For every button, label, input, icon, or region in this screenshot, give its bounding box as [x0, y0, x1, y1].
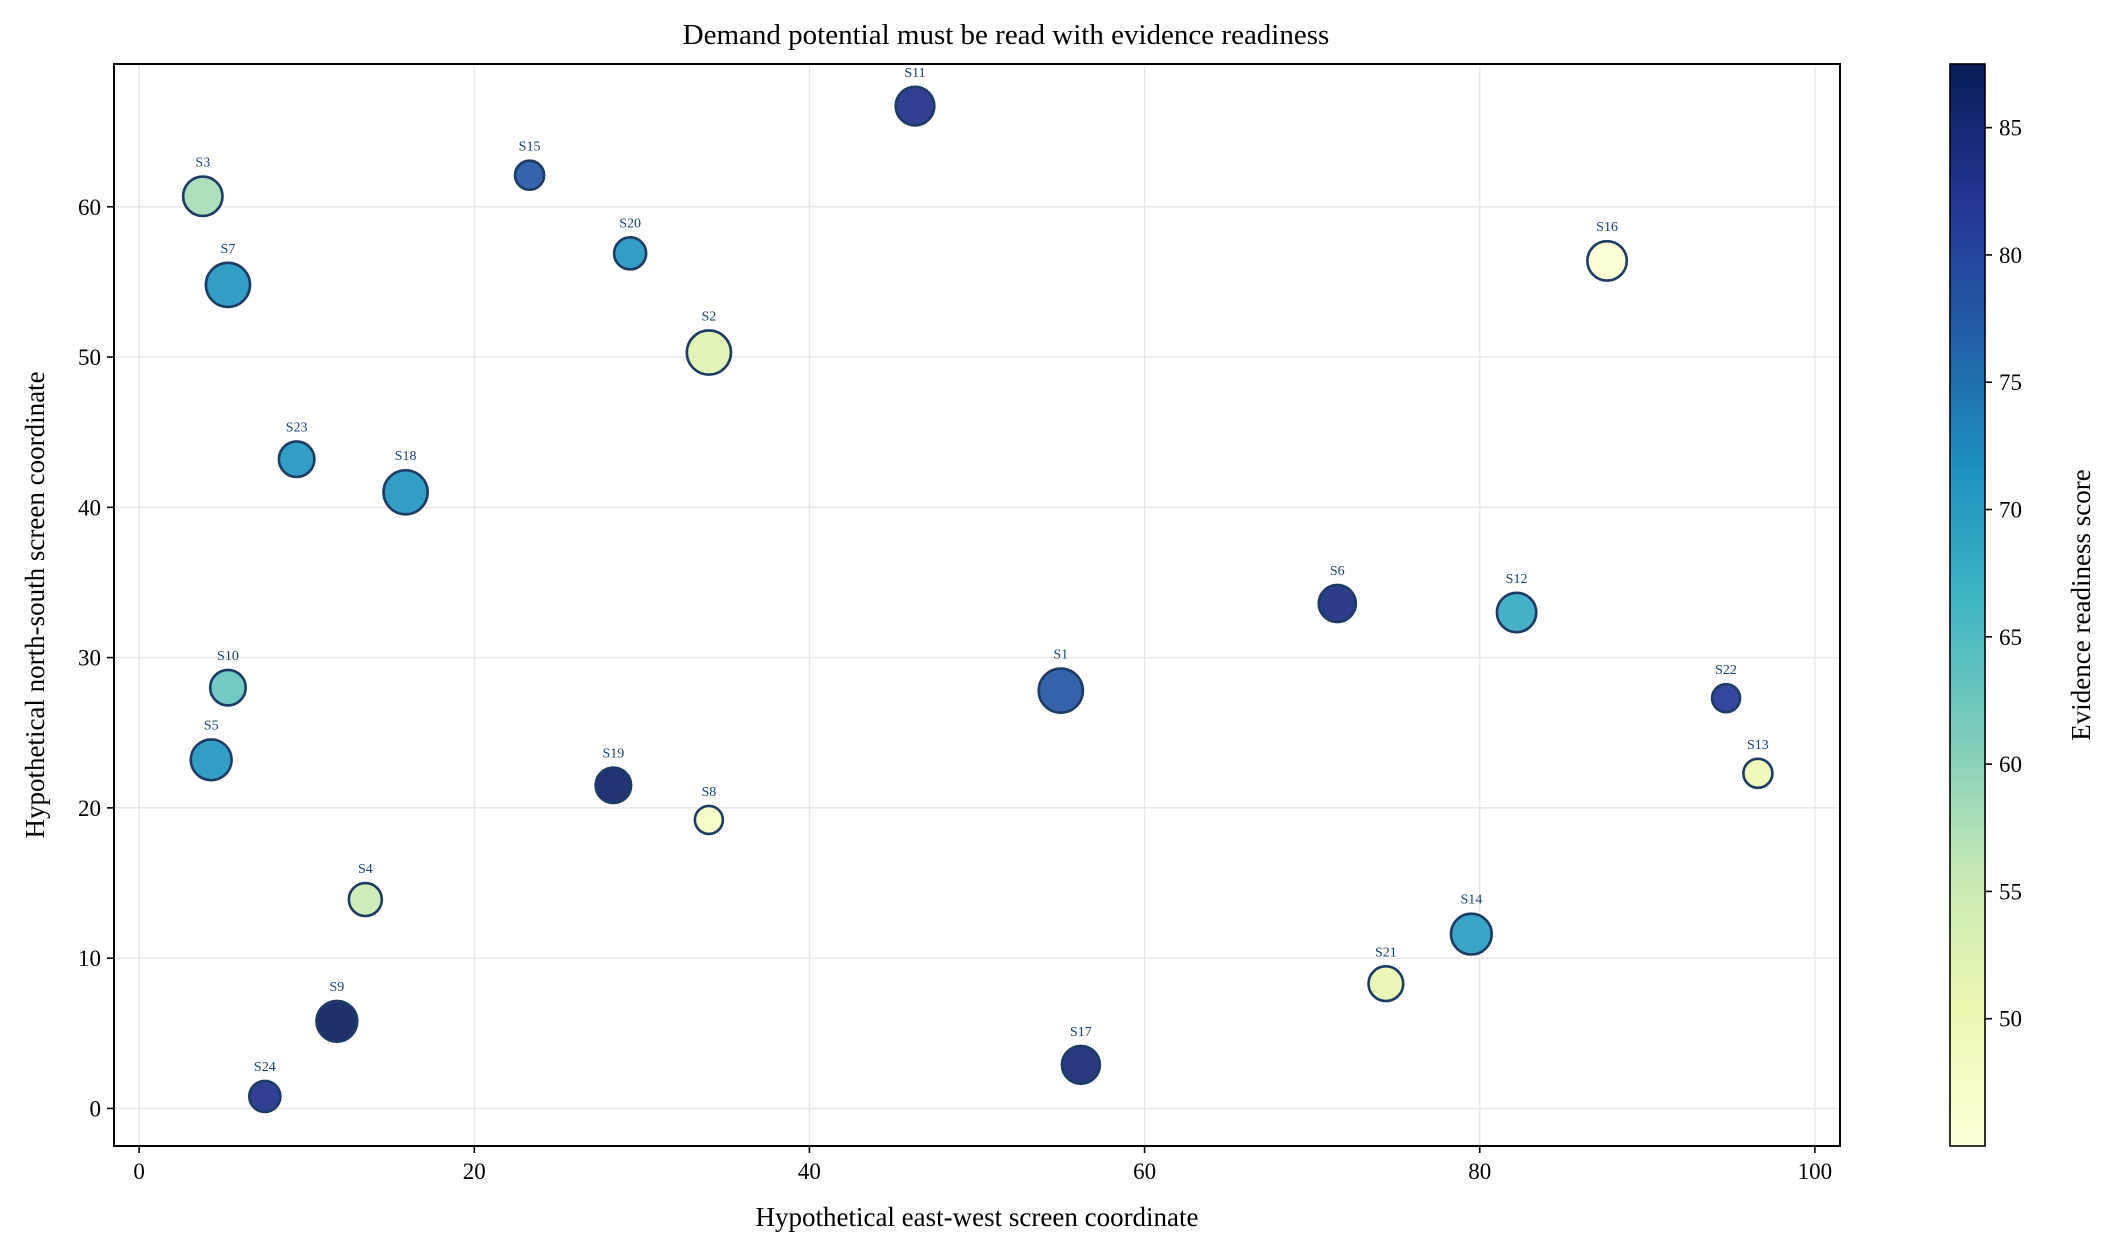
colorbar-tick-label: 75 [1999, 370, 2022, 395]
x-tick-label: 100 [1798, 1159, 1833, 1184]
point-label: S18 [395, 449, 417, 464]
point-label: S1 [1053, 648, 1068, 663]
y-tick-label: 50 [78, 345, 101, 370]
point-label: S11 [904, 66, 925, 81]
point-s1 [1037, 667, 1085, 715]
point-s20 [612, 236, 648, 271]
point-s5 [189, 738, 233, 782]
x-tick-label: 60 [1133, 1159, 1156, 1184]
point-label: S3 [195, 156, 210, 171]
point-label: S20 [619, 216, 641, 231]
point-s7 [204, 261, 252, 309]
point-s6 [1317, 583, 1358, 624]
point-s9 [315, 999, 359, 1043]
colorbar-tick-label: 65 [1999, 625, 2022, 650]
chart-title: Demand potential must be read with evide… [683, 19, 1330, 51]
point-s22 [1710, 682, 1742, 714]
colorbar-label: Evidence readiness score [2066, 469, 2096, 740]
point-s10 [208, 668, 248, 707]
plot-frame [113, 63, 1841, 1147]
point-s19 [594, 766, 633, 805]
point-s18 [382, 468, 429, 516]
point-s3 [181, 175, 224, 218]
colorbar-tick-label: 50 [1999, 1007, 2022, 1032]
point-label: S24 [254, 1060, 276, 1075]
point-s21 [1367, 965, 1405, 1003]
point-label: S12 [1506, 572, 1528, 587]
point-label: S5 [204, 718, 219, 733]
point-s4 [347, 881, 384, 918]
point-s23 [277, 440, 316, 479]
point-label: S22 [1715, 663, 1737, 678]
colorbar-tick-label: 80 [1999, 243, 2022, 268]
point-s15 [513, 159, 546, 192]
colorbar-tick-label: 60 [1999, 752, 2022, 777]
point-label: S15 [519, 140, 541, 155]
point-s24 [247, 1079, 282, 1114]
point-s14 [1449, 912, 1494, 956]
point-label: S17 [1070, 1025, 1092, 1040]
point-label: S14 [1460, 893, 1482, 908]
point-s17 [1060, 1044, 1102, 1086]
x-axis-label: Hypothetical east-west screen coordinate [755, 1202, 1198, 1232]
point-label: S10 [217, 649, 239, 664]
x-tick-label: 40 [798, 1159, 821, 1184]
colorbar-ticks: 50 55 60 65 70 75 80 85 [1985, 116, 2022, 1032]
point-label: S8 [701, 785, 716, 800]
y-tick-label: 30 [78, 646, 101, 671]
colorbar-tick-label: 70 [1999, 498, 2022, 523]
point-label: S13 [1747, 738, 1769, 753]
point-label: S21 [1375, 945, 1397, 960]
point-label: S9 [329, 980, 344, 995]
y-tick-label: 0 [90, 1096, 102, 1121]
point-label: S2 [701, 309, 716, 324]
point-s13 [1742, 757, 1774, 790]
point-s8 [693, 804, 725, 836]
axis-ticks: 0 20 40 60 80 100 0 10 20 30 40 50 60 [78, 195, 1832, 1184]
data-points: S1 S2 S3 S4 S5 S6 S7 S8 S9 S10 S11 S12 S13 S14 S15 S16 S… [181, 66, 1774, 1114]
point-s2 [685, 329, 733, 376]
point-label: S16 [1596, 220, 1618, 235]
x-tick-label: 0 [133, 1159, 145, 1184]
point-s12 [1495, 591, 1538, 634]
y-axis-label: Hypothetical north-south screen coordina… [20, 371, 50, 838]
point-label: S19 [602, 747, 624, 762]
colorbar-tick-label: 85 [1999, 116, 2022, 141]
point-s11 [894, 85, 936, 127]
y-tick-label: 60 [78, 195, 101, 220]
grid-lines [114, 64, 1840, 1146]
y-tick-label: 10 [78, 946, 101, 971]
y-tick-label: 20 [78, 796, 101, 821]
x-tick-label: 80 [1468, 1159, 1491, 1184]
point-label: S6 [1330, 564, 1345, 579]
point-s16 [1586, 239, 1629, 282]
colorbar-tick-label: 55 [1999, 879, 2022, 904]
point-label: S4 [358, 862, 373, 877]
x-tick-label: 20 [463, 1159, 486, 1184]
y-tick-label: 40 [78, 495, 101, 520]
point-label: S23 [286, 420, 308, 435]
point-label: S7 [221, 242, 236, 257]
colorbar [1949, 63, 1986, 1147]
